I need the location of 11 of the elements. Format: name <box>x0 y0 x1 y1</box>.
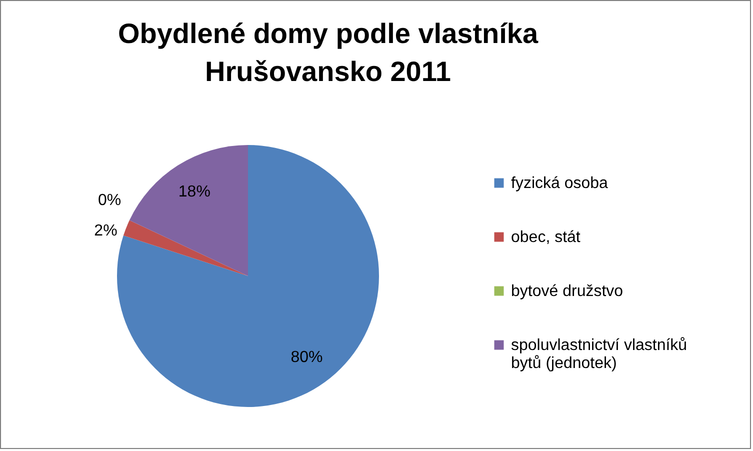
pie-slice <box>123 220 248 276</box>
data-label: 2% <box>94 222 118 240</box>
legend-label: obec, stát <box>511 229 581 246</box>
legend-label: fyzická osoba <box>511 175 608 192</box>
pie-slice <box>129 145 248 276</box>
legend-label: bytové družstvo <box>511 283 624 300</box>
data-label: 18% <box>178 184 210 201</box>
data-label: 80% <box>290 348 323 366</box>
chart-title: Obydlené domy podle vlastníka Hrušovansko 2011 <box>118 18 538 87</box>
legend-label: spoluvlastnictví vlastníků bytů (jednotek) <box>511 337 688 372</box>
text: 0% <box>98 192 122 209</box>
